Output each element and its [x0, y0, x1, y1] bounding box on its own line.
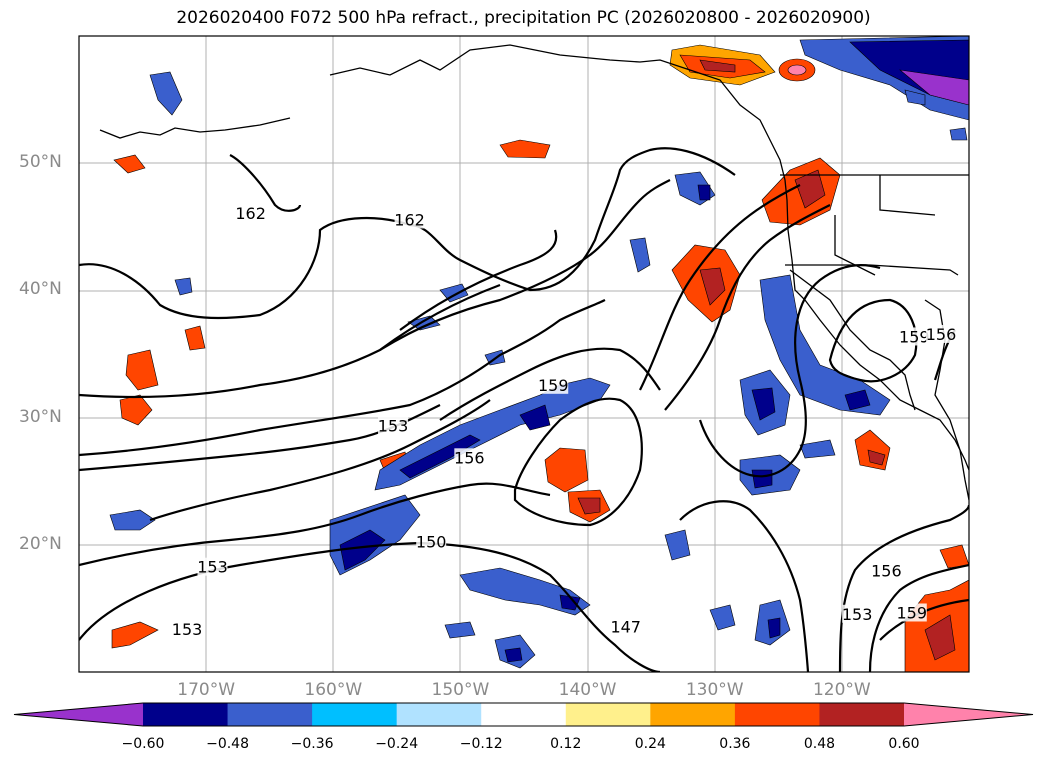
map-title: 2026020400 F072 500 hPa refract., precip…	[176, 8, 871, 28]
lon-label: 120°W	[812, 680, 871, 700]
coastlines	[99, 44, 969, 501]
contour-label: 156	[871, 562, 902, 581]
contour-label: 159	[538, 376, 569, 395]
lat-label: 20°N	[19, 533, 62, 554]
contour-labels: 162 1621591561531531501471531531561591591…	[172, 204, 957, 639]
contour-label: 150	[416, 532, 447, 551]
colorbar-segment	[481, 703, 567, 726]
precip-patches	[109, 36, 969, 672]
contour-label: 162	[394, 210, 425, 229]
contour-label: 153	[378, 417, 409, 436]
contour-label: 159	[899, 327, 930, 346]
refractivity-contours	[79, 147, 969, 672]
colorbar-max-extension	[904, 703, 1033, 726]
colorbar-tick-label: −0.36	[290, 736, 334, 752]
colorbar-tick-label: −0.60	[121, 736, 165, 752]
colorbar-segment	[143, 703, 229, 726]
contour-label: 162	[235, 204, 266, 223]
colorbar-segment	[819, 703, 905, 726]
contour-label: 153	[197, 558, 228, 577]
lon-label: 150°W	[431, 680, 490, 700]
contour-label: 156	[926, 325, 957, 344]
colorbar-tick-label: 0.60	[888, 736, 920, 752]
contour-label: 147	[610, 617, 641, 636]
colorbar-tick-label: −0.24	[375, 736, 419, 752]
colorbar-tick-label: 0.48	[803, 736, 836, 752]
lon-label: 130°W	[685, 680, 744, 700]
lat-label: 50°N	[19, 152, 62, 173]
colorbar-min-extension	[14, 703, 143, 726]
plot-frame	[78, 35, 970, 673]
lat-label: 30°N	[19, 406, 62, 427]
contour-label: 159	[897, 603, 928, 622]
colorbar-segment	[650, 703, 736, 726]
lon-label: 140°W	[558, 680, 617, 700]
colorbar-segment	[565, 703, 651, 726]
colorbar-tick-label: −0.12	[459, 736, 503, 752]
lon-label: 160°W	[304, 680, 363, 700]
lon-label: 170°W	[177, 680, 236, 700]
colorbar-tick-label: 0.24	[634, 736, 666, 752]
colorbar-segment	[312, 703, 398, 726]
colorbar-tick-label: −0.48	[206, 736, 249, 752]
lat-label: 40°N	[19, 279, 62, 300]
colorbar-segment	[227, 703, 313, 726]
colorbar	[13, 702, 1034, 727]
colorbar-segment	[396, 703, 482, 726]
contour-label: 156	[454, 448, 485, 467]
colorbar-tick-label: 0.36	[719, 736, 751, 752]
colorbar-tick-label: 0.12	[550, 736, 582, 752]
contour-label: 153	[842, 605, 873, 624]
contour-label: 153	[172, 620, 203, 639]
colorbar-segment	[734, 703, 820, 726]
